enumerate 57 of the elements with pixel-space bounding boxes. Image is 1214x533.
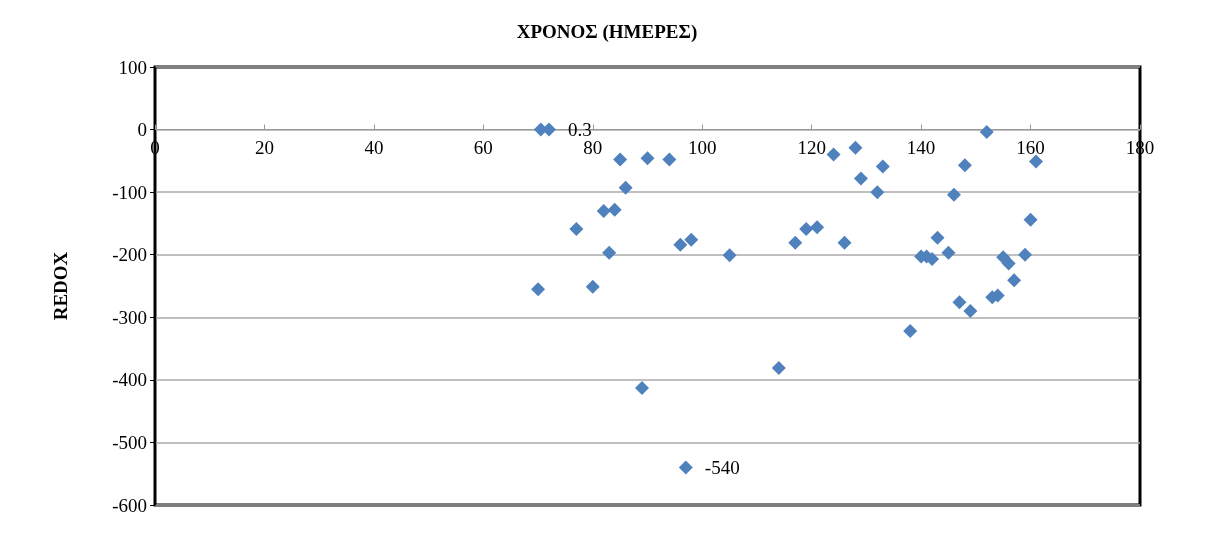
x-tick-label: 160 <box>1016 136 1045 158</box>
point <box>613 152 628 167</box>
point <box>1023 212 1038 227</box>
point <box>853 171 868 186</box>
point <box>875 159 890 174</box>
point <box>837 235 852 250</box>
point <box>585 279 600 294</box>
point <box>678 460 693 475</box>
point <box>957 158 972 173</box>
point <box>607 202 622 217</box>
point <box>848 140 863 155</box>
point <box>810 220 825 235</box>
y-axis-title: REDOX <box>50 251 71 321</box>
point <box>799 222 814 237</box>
y-tick-label: 0 <box>137 119 147 141</box>
point <box>930 230 945 245</box>
x-tick-label: 140 <box>906 136 936 158</box>
point <box>952 295 967 310</box>
point <box>941 245 956 260</box>
point <box>722 248 737 263</box>
x-tick-label: 40 <box>364 136 384 158</box>
point <box>662 152 677 167</box>
point <box>531 282 546 297</box>
point <box>771 360 786 375</box>
point <box>946 187 961 202</box>
y-tick-label: -100 <box>112 181 147 203</box>
point <box>870 185 885 200</box>
point <box>673 237 688 252</box>
x-tick-label: 120 <box>797 136 826 158</box>
y-tick-label: -600 <box>112 494 147 516</box>
point <box>569 222 584 237</box>
y-tick-label: 100 <box>118 56 147 78</box>
point <box>1018 247 1033 262</box>
point <box>596 203 611 218</box>
data-label: -540 <box>704 456 740 478</box>
x-tick-label: 20 <box>254 136 274 158</box>
point <box>963 304 978 319</box>
y-tick-label: -500 <box>112 431 147 453</box>
point <box>684 232 699 247</box>
point <box>1001 256 1016 271</box>
point <box>640 151 655 166</box>
y-tick-label: -200 <box>112 244 147 266</box>
point <box>635 380 650 395</box>
y-tick-label: -400 <box>112 369 147 391</box>
x-tick-label: 60 <box>473 136 493 158</box>
point <box>602 245 617 260</box>
point <box>542 122 556 137</box>
point <box>1007 273 1022 288</box>
point <box>903 324 918 339</box>
point <box>788 235 803 250</box>
point <box>618 180 633 195</box>
point <box>1029 154 1044 169</box>
x-axis-title: ΧΡΟΝΟΣ (ΗΜΕΡΕΣ) <box>516 21 698 43</box>
point <box>979 125 994 140</box>
x-tick-label: 100 <box>687 136 717 158</box>
point <box>826 147 841 162</box>
y-tick-label: -300 <box>112 306 147 328</box>
